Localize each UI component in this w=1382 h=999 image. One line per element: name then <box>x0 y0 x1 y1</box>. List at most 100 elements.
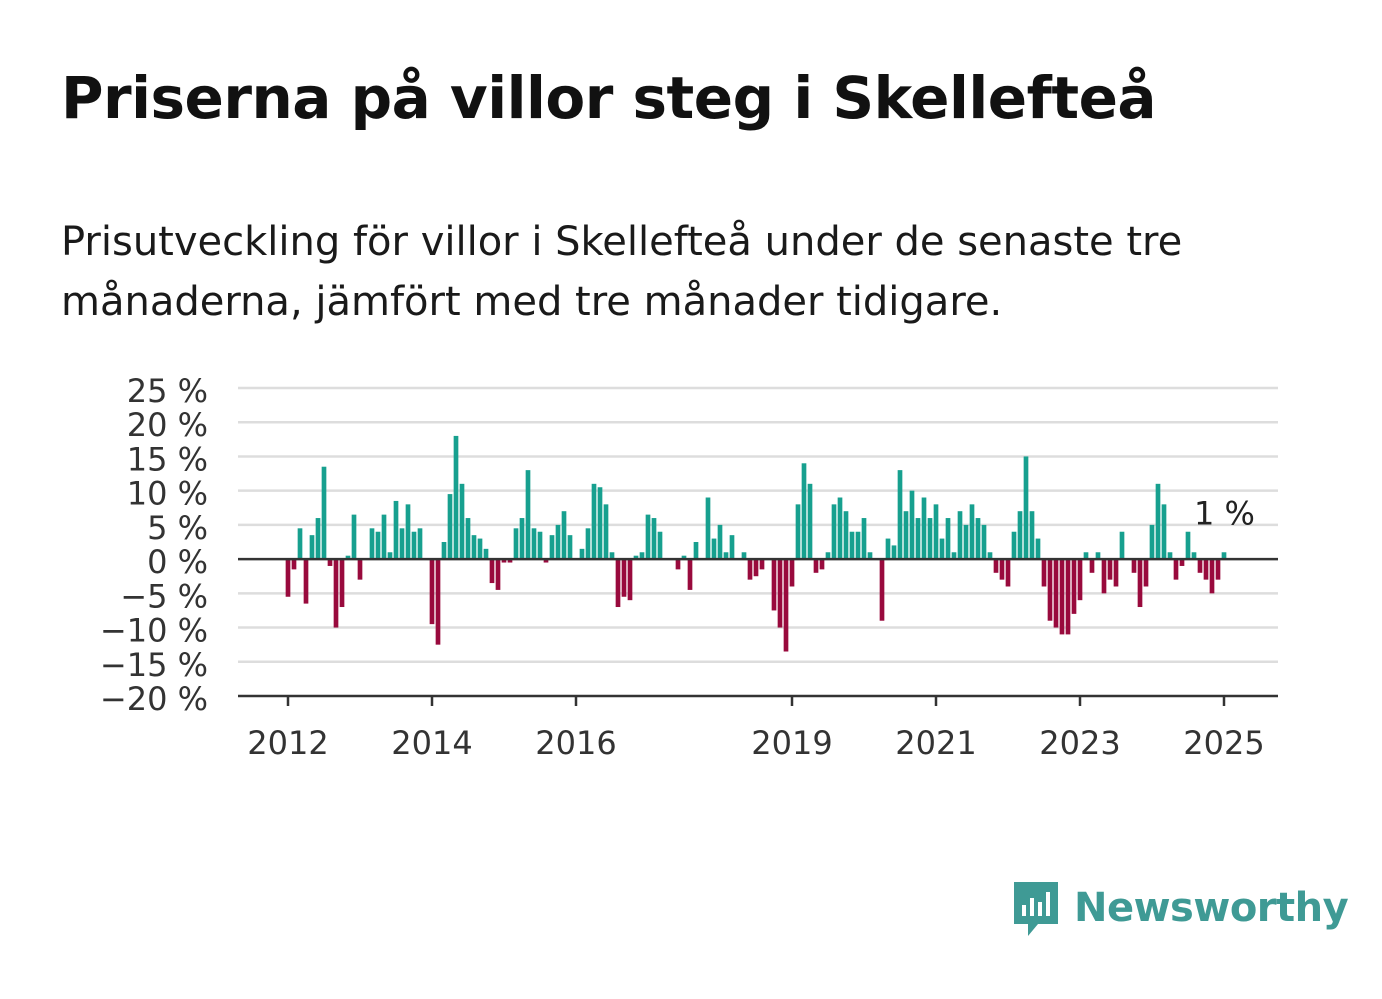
bar <box>801 463 807 560</box>
bar <box>1167 552 1173 560</box>
bar <box>1119 531 1125 560</box>
bar <box>555 524 561 560</box>
bar <box>1071 559 1077 614</box>
bar <box>501 559 507 563</box>
bar <box>543 559 549 563</box>
y-tick-label: 5 % <box>147 509 208 547</box>
bar <box>975 518 981 560</box>
bar <box>405 504 411 560</box>
bar <box>513 528 519 560</box>
bar <box>591 483 597 560</box>
bar <box>855 531 861 560</box>
x-tick-label: 2012 <box>247 724 328 762</box>
y-tick-label: −5 % <box>120 577 208 615</box>
bar <box>945 518 951 560</box>
bar <box>951 552 957 560</box>
bar <box>729 535 735 560</box>
x-tick-label: 2023 <box>1039 724 1120 762</box>
brand-name: Newsworthy <box>1074 885 1349 931</box>
bar <box>891 545 897 560</box>
bar <box>315 518 321 560</box>
bar <box>1101 559 1107 594</box>
bar <box>645 514 651 560</box>
bar <box>357 559 363 580</box>
y-tick-label: 0 % <box>147 543 208 581</box>
bar <box>981 524 987 560</box>
y-tick-label: 20 % <box>127 406 208 444</box>
bar <box>759 559 765 570</box>
y-tick-label: −20 % <box>100 680 208 718</box>
bar <box>471 535 477 560</box>
bar <box>885 538 891 560</box>
bar <box>915 518 921 560</box>
bar <box>1089 559 1095 573</box>
bar <box>1059 559 1065 635</box>
bar <box>921 497 927 560</box>
bar <box>651 518 657 560</box>
brand-logo: Newsworthy <box>1010 876 1349 940</box>
bar <box>321 466 327 560</box>
bar <box>507 559 513 563</box>
bar <box>705 497 711 560</box>
bar <box>291 559 297 570</box>
bar <box>441 542 447 560</box>
bar <box>861 518 867 560</box>
bar-chart: −20 %−15 %−10 %−5 %0 %5 %10 %15 %20 %25 … <box>100 372 1278 762</box>
bar <box>639 552 645 560</box>
bar <box>837 497 843 560</box>
bar <box>747 559 753 580</box>
x-tick-label: 2014 <box>391 724 472 762</box>
last-value-annotation: 1 % <box>1194 494 1255 532</box>
bar <box>819 559 825 570</box>
bar <box>453 435 459 560</box>
bar <box>603 504 609 560</box>
bar <box>1035 538 1041 560</box>
bar <box>561 511 567 560</box>
bar <box>849 531 855 560</box>
x-tick-label: 2021 <box>895 724 976 762</box>
bar <box>693 542 699 560</box>
y-tick-label: −10 % <box>100 612 208 650</box>
bar <box>285 559 291 597</box>
bar <box>675 559 681 570</box>
bar <box>615 559 621 608</box>
bar <box>381 514 387 560</box>
y-tick-label: −15 % <box>100 646 208 684</box>
bar <box>303 559 309 604</box>
bar <box>339 559 345 608</box>
bar <box>963 524 969 560</box>
bar <box>465 518 471 560</box>
bar <box>723 552 729 560</box>
bar <box>633 555 639 560</box>
bar <box>879 559 885 621</box>
bar <box>867 552 873 560</box>
bar <box>1011 531 1017 560</box>
bar <box>549 535 555 560</box>
bar <box>351 514 357 560</box>
bar <box>969 504 975 560</box>
bar <box>687 559 693 590</box>
bar <box>435 559 441 645</box>
bar <box>1041 559 1047 587</box>
newsworthy-logo-icon <box>1014 882 1058 936</box>
bar <box>1029 511 1035 560</box>
bar <box>1143 559 1149 587</box>
bar <box>957 511 963 560</box>
bar <box>333 559 339 628</box>
bar <box>393 500 399 560</box>
axes <box>238 557 1278 706</box>
bar <box>417 528 423 560</box>
bar <box>843 511 849 560</box>
bar <box>447 494 453 560</box>
y-tick-label: 25 % <box>127 372 208 410</box>
bar <box>987 552 993 560</box>
bar <box>1083 552 1089 560</box>
bar <box>897 470 903 560</box>
bar <box>327 559 333 566</box>
gridlines <box>238 386 1278 664</box>
bar <box>585 528 591 560</box>
bar <box>429 559 435 625</box>
bar <box>477 538 483 560</box>
y-tick-label: 10 % <box>127 475 208 513</box>
bar <box>297 528 303 560</box>
